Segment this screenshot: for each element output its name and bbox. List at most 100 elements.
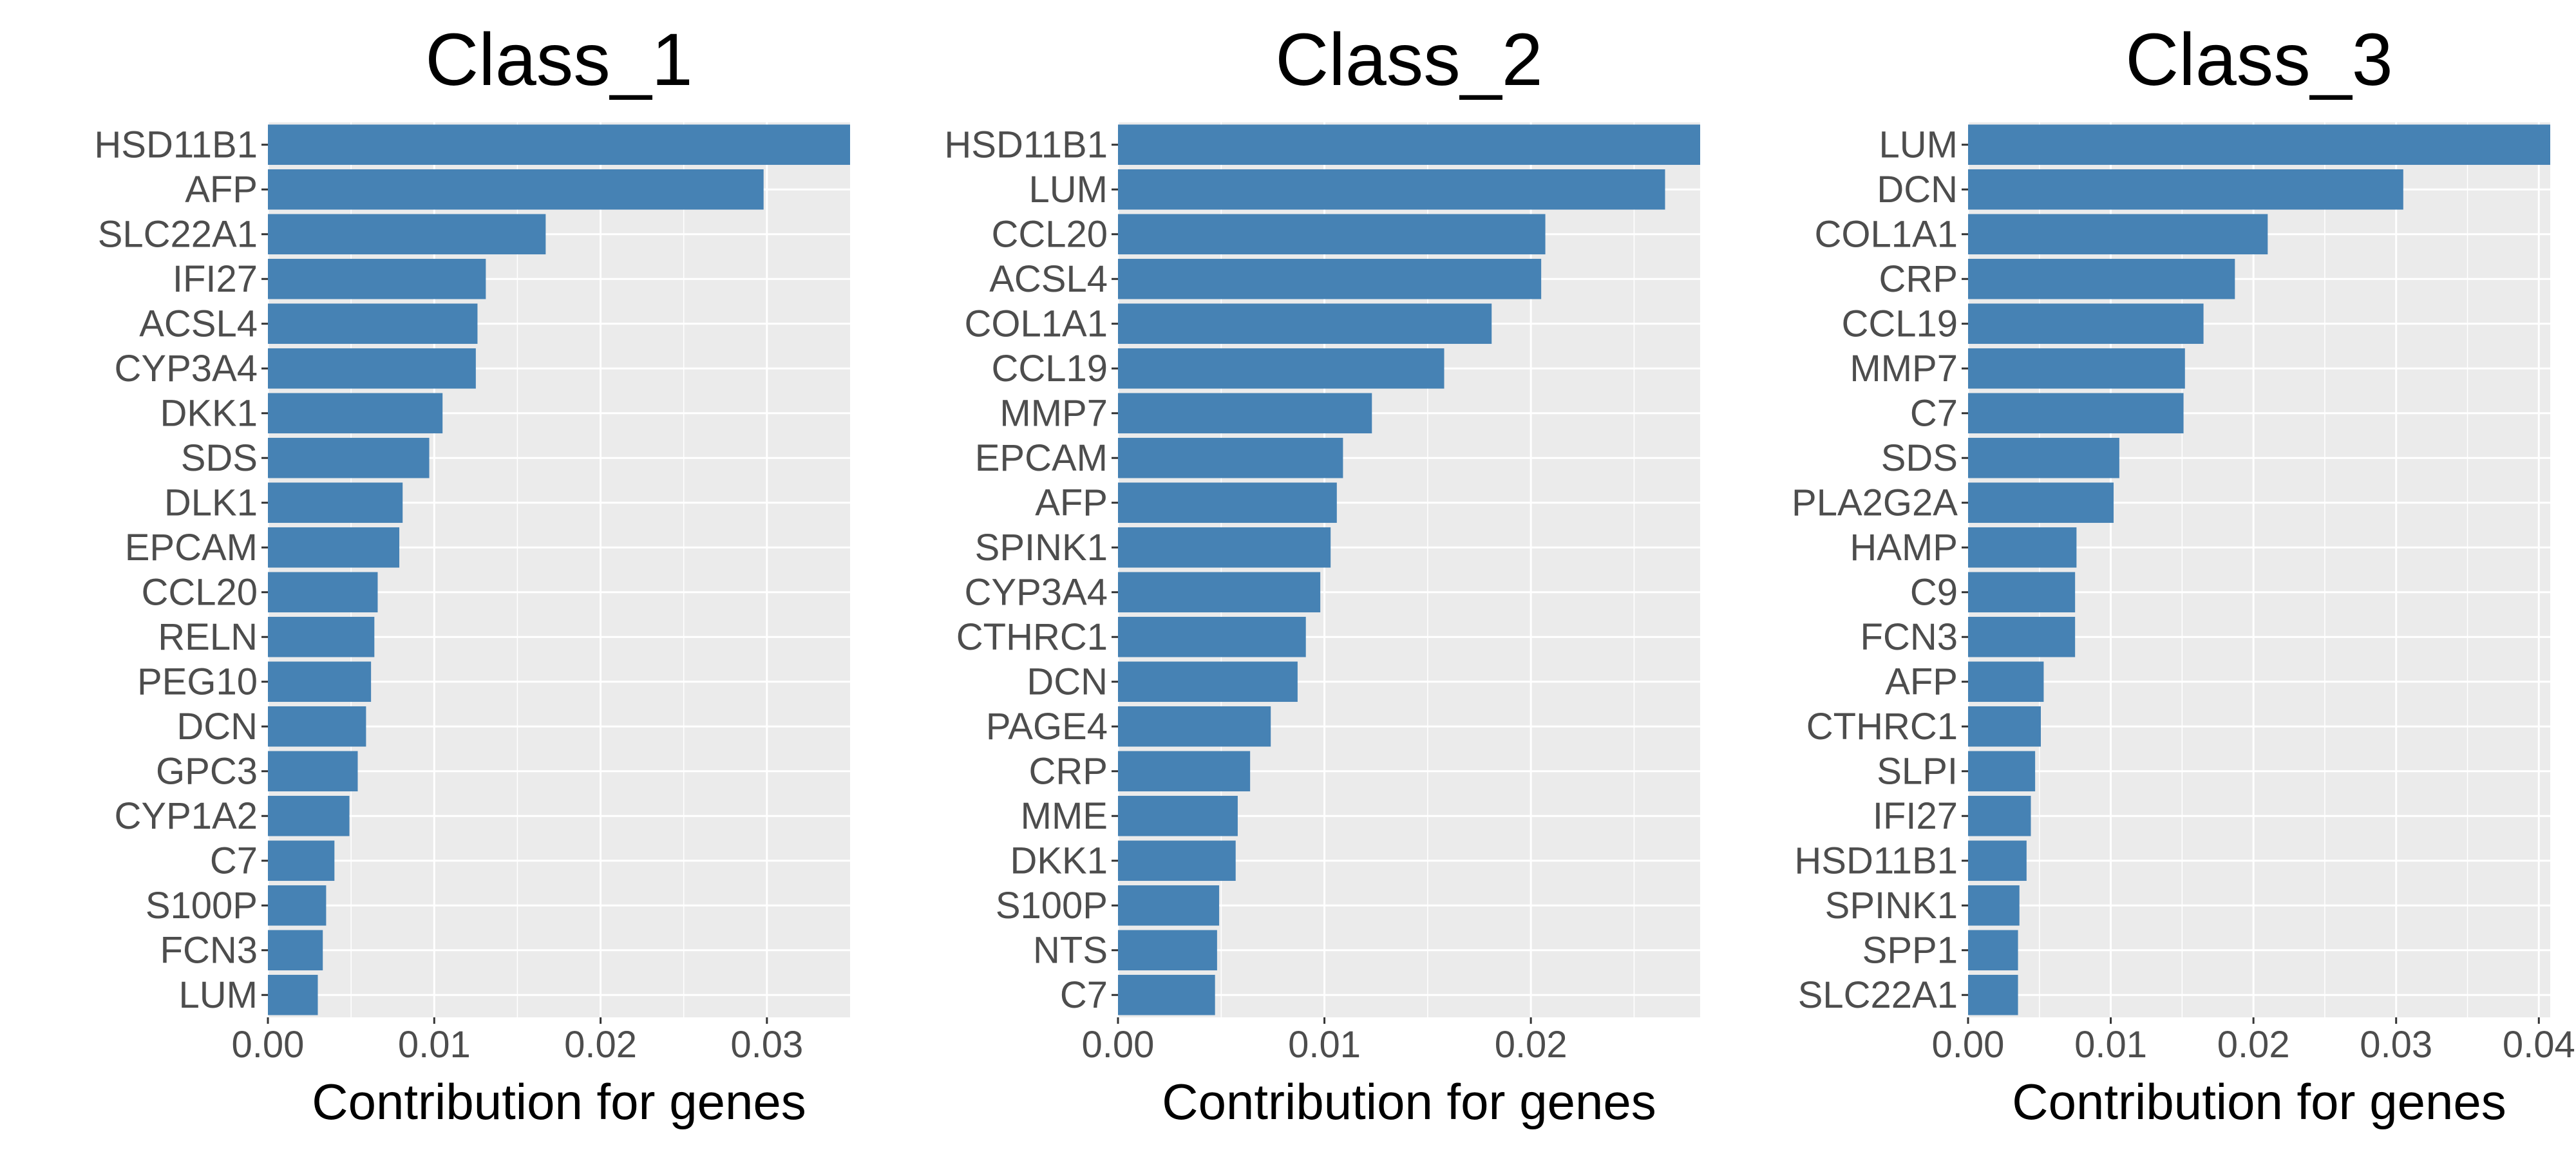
bar-SDS bbox=[268, 437, 430, 478]
bar-PLA2G2A bbox=[1968, 482, 2114, 523]
y-tick-label: C7 bbox=[1060, 974, 1108, 1016]
bar-SDS bbox=[1968, 437, 2119, 478]
bar-CTHRC1 bbox=[1968, 706, 2041, 747]
chart-title: Class_3 bbox=[2125, 19, 2392, 101]
y-tick-label: DKK1 bbox=[160, 392, 258, 434]
y-tick-label: COL1A1 bbox=[965, 303, 1108, 344]
bar-AFP bbox=[1118, 482, 1337, 523]
chart-panel-2: HSD11B1LUMCCL20ACSL4COL1A1CCL19MMP7EPCAM… bbox=[944, 19, 1700, 1130]
y-tick-label: CYP3A4 bbox=[115, 348, 258, 390]
y-tick-label: PEG10 bbox=[137, 661, 258, 702]
bar-CCL20 bbox=[268, 572, 378, 613]
bar-IFI27 bbox=[1968, 795, 2031, 836]
y-tick-label: PLA2G2A bbox=[1792, 482, 1958, 523]
y-tick-label: C9 bbox=[1910, 571, 1958, 613]
bar-ACSL4 bbox=[1118, 258, 1542, 299]
x-tick-label: 0.01 bbox=[1288, 1024, 1361, 1066]
bar-SPINK1 bbox=[1118, 527, 1331, 568]
plot-background bbox=[1968, 122, 2550, 1017]
y-tick-label: LUM bbox=[1879, 124, 1958, 165]
y-tick-label: DCN bbox=[1877, 169, 1958, 211]
bar-COL1A1 bbox=[1118, 303, 1492, 344]
y-tick-label: DCN bbox=[176, 706, 258, 748]
x-tick-label: 0.02 bbox=[2217, 1024, 2290, 1066]
bar-LUM bbox=[1968, 124, 2550, 165]
bar-IFI27 bbox=[268, 258, 486, 299]
bar-DCN bbox=[1968, 169, 2403, 210]
y-tick-label: CRP bbox=[1029, 750, 1108, 792]
y-tick-label: SDS bbox=[1881, 437, 1958, 479]
x-tick-label: 0.00 bbox=[1082, 1024, 1155, 1066]
y-tick-label: DKK1 bbox=[1010, 840, 1108, 881]
x-axis-label: Contribution for genes bbox=[2012, 1073, 2506, 1130]
x-tick-label: 0.00 bbox=[232, 1024, 305, 1066]
y-tick-label: SPINK1 bbox=[1825, 885, 1958, 927]
bar-CCL20 bbox=[1118, 214, 1546, 255]
y-tick-label: FCN3 bbox=[160, 929, 258, 971]
bar-CRP bbox=[1968, 258, 2235, 299]
y-tick-label: SDS bbox=[181, 437, 258, 479]
y-tick-label: CCL20 bbox=[141, 571, 258, 613]
y-tick-label: COL1A1 bbox=[1815, 213, 1958, 255]
x-tick-label: 0.03 bbox=[2360, 1024, 2432, 1066]
bar-C7 bbox=[1968, 393, 2184, 434]
bar-RELN bbox=[268, 616, 375, 657]
y-tick-label: ACSL4 bbox=[989, 258, 1108, 300]
bar-NTS bbox=[1118, 930, 1217, 971]
bar-MMP7 bbox=[1118, 393, 1372, 434]
y-tick-label: AFP bbox=[185, 169, 258, 211]
bar-PEG10 bbox=[268, 661, 372, 702]
bar-ACSL4 bbox=[268, 303, 478, 344]
bar-PAGE4 bbox=[1118, 706, 1271, 747]
bar-CYP3A4 bbox=[268, 348, 476, 389]
bar-LUM bbox=[1118, 169, 1665, 210]
bar-FCN3 bbox=[268, 930, 323, 971]
y-tick-label: CCL20 bbox=[991, 213, 1108, 255]
y-tick-label: C7 bbox=[1910, 392, 1958, 434]
x-tick-label: 0.02 bbox=[564, 1024, 637, 1066]
y-tick-label: FCN3 bbox=[1861, 616, 1958, 658]
bar-AFP bbox=[1968, 661, 2044, 702]
y-tick-label: MME bbox=[1021, 795, 1108, 837]
y-tick-label: EPCAM bbox=[125, 527, 258, 569]
bar-AFP bbox=[268, 169, 764, 210]
y-tick-label: HAMP bbox=[1850, 527, 1958, 569]
chart-title: Class_2 bbox=[1275, 19, 1542, 101]
y-tick-label: AFP bbox=[1035, 482, 1108, 523]
y-tick-label: CCL19 bbox=[991, 348, 1108, 390]
y-tick-label: DCN bbox=[1027, 661, 1108, 702]
y-tick-label: PAGE4 bbox=[986, 706, 1108, 748]
bar-HSD11B1 bbox=[268, 124, 850, 165]
y-tick-label: MMP7 bbox=[1850, 348, 1958, 390]
bar-S100P bbox=[268, 885, 327, 926]
y-tick-label: CYP1A2 bbox=[115, 795, 258, 837]
y-tick-label: GPC3 bbox=[156, 750, 258, 792]
y-tick-label: DLK1 bbox=[164, 482, 258, 523]
y-tick-label: SPP1 bbox=[1862, 929, 1958, 971]
y-tick-label: SLC22A1 bbox=[98, 213, 258, 255]
y-tick-label: NTS bbox=[1033, 929, 1108, 971]
y-tick-label: LUM bbox=[1029, 169, 1108, 211]
x-axis-label: Contribution for genes bbox=[312, 1073, 806, 1130]
bar-HAMP bbox=[1968, 527, 2077, 568]
y-tick-label: CYP3A4 bbox=[965, 571, 1108, 613]
x-tick-label: 0.00 bbox=[1932, 1024, 2005, 1066]
bar-DCN bbox=[268, 706, 366, 747]
x-tick-label: 0.04 bbox=[2503, 1024, 2575, 1066]
bar-CYP3A4 bbox=[1118, 572, 1321, 613]
y-tick-label: SLPI bbox=[1877, 750, 1958, 792]
y-tick-label: ACSL4 bbox=[139, 303, 258, 344]
bar-COL1A1 bbox=[1968, 214, 2268, 255]
bar-C9 bbox=[1968, 572, 2076, 613]
y-tick-label: SPINK1 bbox=[975, 527, 1108, 569]
y-tick-label: S100P bbox=[996, 885, 1108, 927]
panels: HSD11B1AFPSLC22A1IFI27ACSL4CYP3A4DKK1SDS… bbox=[94, 19, 2575, 1130]
bar-CCL19 bbox=[1118, 348, 1444, 389]
bar-MMP7 bbox=[1968, 348, 2185, 389]
bar-MME bbox=[1118, 795, 1238, 836]
x-axis-label: Contribution for genes bbox=[1162, 1073, 1656, 1130]
chart-title: Class_1 bbox=[425, 19, 692, 101]
y-tick-label: HSD11B1 bbox=[1794, 840, 1958, 881]
y-tick-label: SLC22A1 bbox=[1798, 974, 1958, 1016]
y-tick-label: IFI27 bbox=[173, 258, 258, 300]
